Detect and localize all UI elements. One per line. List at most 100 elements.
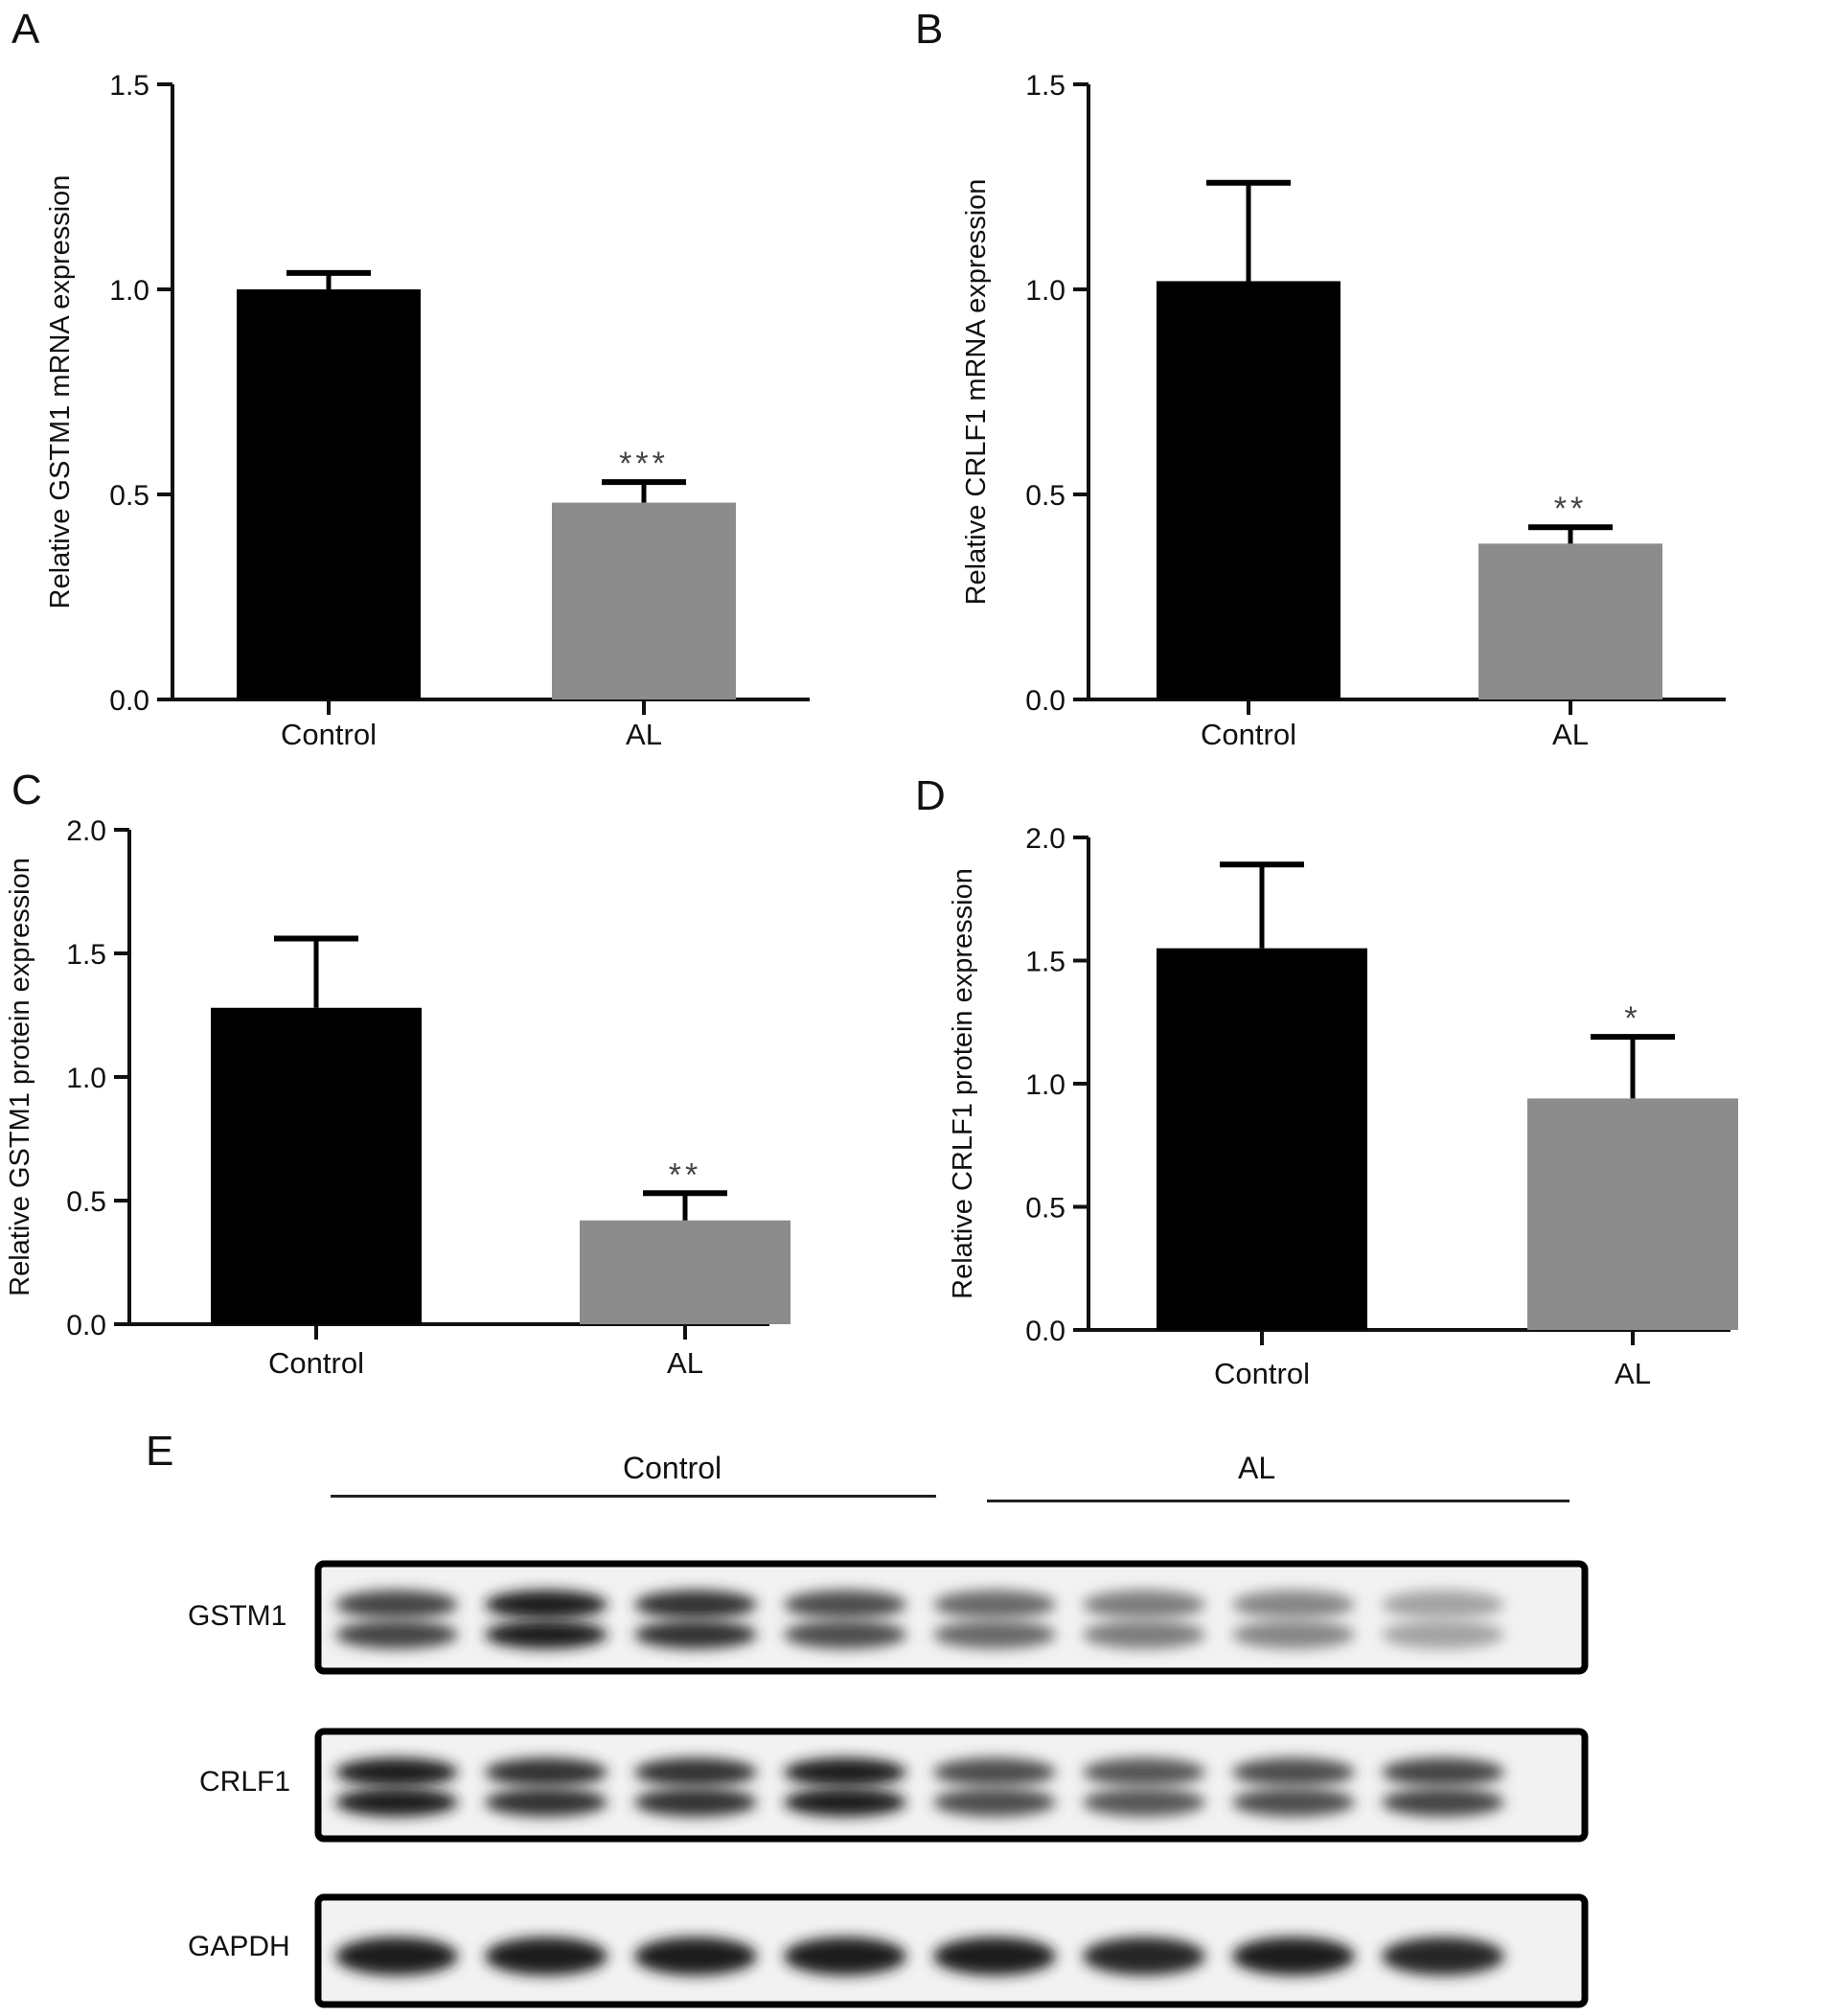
y-axis-label: Relative GSTM1 mRNA expression: [45, 175, 76, 609]
blot-band: [485, 1936, 607, 1976]
chart-a-gstm1-mrna: 0.0 0.5 1.0 1.5 Relative GSTM1 mRNA expressi…: [45, 70, 810, 751]
category-label-control: Control: [1201, 718, 1296, 751]
blot-band-lower: [634, 1619, 757, 1649]
blot-membrane: [318, 1564, 1585, 1671]
y-tick-label: 0.5: [1025, 480, 1065, 512]
blot-band-upper: [485, 1757, 607, 1787]
blot-row-gapdh: [314, 1893, 1589, 2008]
blot-band-upper: [784, 1757, 906, 1787]
blot-band: [1382, 1936, 1504, 1976]
y-tick-label: 0.0: [1025, 685, 1065, 717]
chart-b-crlf1-mrna: 0.0 0.5 1.0 1.5 Relative CRLF1 mRNA expressi…: [961, 70, 1726, 751]
y-tick-label: 1.0: [1025, 1069, 1065, 1101]
category-label-al: AL: [626, 718, 662, 751]
panel-letter-a: A: [11, 6, 40, 53]
y-tick-label: 1.0: [109, 275, 149, 307]
category-label-al: AL: [1552, 718, 1589, 751]
blot-frame: [314, 1728, 1589, 1843]
panel-letter-b: B: [915, 6, 944, 53]
category-label-al: AL: [667, 1346, 703, 1380]
blot-band-upper: [1232, 1757, 1355, 1787]
chart-d-crlf1-protein: 0.0 0.5 1.0 1.5 2.0 Relative CRLF1 protein ex…: [948, 823, 1738, 1390]
bar-control: [237, 289, 421, 699]
panel-letter-e: E: [146, 1428, 174, 1475]
blot-row-label-gstm1: GSTM1: [188, 1600, 287, 1632]
blot-band: [1232, 1936, 1355, 1976]
blot-membrane: [318, 1731, 1585, 1839]
y-tick-label: 1.0: [1025, 275, 1065, 307]
blot-band-lower: [784, 1619, 906, 1649]
bar-control: [211, 1007, 422, 1324]
blot-band-lower: [335, 1787, 458, 1817]
blot-band-upper: [1083, 1757, 1205, 1787]
y-tick-label: 0.0: [66, 1310, 106, 1341]
blot-band-upper: [784, 1590, 906, 1619]
y-tick-label: 0.5: [66, 1186, 106, 1218]
y-tick-label: 0.5: [1025, 1193, 1065, 1225]
y-tick-label: 1.5: [1025, 70, 1065, 102]
blot-band-lower: [1232, 1787, 1355, 1817]
blot-band-upper: [335, 1757, 458, 1787]
blot-band-upper: [1232, 1590, 1355, 1619]
bar-al: [1527, 1098, 1738, 1330]
blot-band-upper: [485, 1590, 607, 1619]
y-tick-label: 0.5: [109, 480, 149, 512]
y-tick-label: 1.5: [1025, 947, 1065, 978]
y-axis-label: Relative CRLF1 mRNA expression: [961, 179, 992, 606]
chart-c-gstm1-protein: 0.0 0.5 1.0 1.5 2.0 Relative GSTM1 protein ex…: [5, 815, 790, 1380]
blot-band-upper: [933, 1590, 1056, 1619]
blot-band: [784, 1936, 906, 1976]
blot-band-lower: [933, 1787, 1056, 1817]
bar-control: [1157, 281, 1340, 699]
y-axis-label: Relative GSTM1 protein expression: [5, 858, 35, 1296]
y-axis-label: Relative CRLF1 protein expression: [948, 868, 978, 1299]
blot-band-upper: [634, 1590, 757, 1619]
blot-band-lower: [933, 1619, 1056, 1649]
category-label-control: Control: [1214, 1357, 1310, 1390]
y-tick-label: 1.0: [66, 1063, 106, 1094]
blot-band-lower: [1382, 1787, 1504, 1817]
blot-group-line-control: [331, 1495, 936, 1498]
bar-al: [580, 1220, 790, 1324]
blot-band-upper: [1382, 1590, 1504, 1619]
blot-band: [634, 1936, 757, 1976]
significance-label: *: [1624, 1000, 1640, 1037]
significance-label: **: [669, 1157, 701, 1193]
blot-band-lower: [1232, 1619, 1355, 1649]
bar-control: [1157, 948, 1367, 1330]
blot-frame: [314, 1893, 1589, 2008]
panel-letter-c: C: [11, 767, 42, 813]
blot-band-lower: [784, 1787, 906, 1817]
bar-al: [552, 502, 736, 699]
blot-band: [933, 1936, 1056, 1976]
blot-band-upper: [1382, 1757, 1504, 1787]
significance-label: **: [1554, 491, 1587, 527]
y-tick-label: 2.0: [66, 815, 106, 847]
blot-band-lower: [485, 1619, 607, 1649]
y-tick-label: 0.0: [1025, 1316, 1065, 1347]
blot-band-lower: [1083, 1787, 1205, 1817]
blot-group-label-al: AL: [1238, 1451, 1276, 1485]
blot-band-upper: [933, 1757, 1056, 1787]
blot-frame: [314, 1560, 1589, 1675]
blot-band-upper: [335, 1590, 458, 1619]
blot-band-lower: [1382, 1619, 1504, 1649]
blot-group-line-al: [987, 1500, 1570, 1502]
blot-band-lower: [1083, 1619, 1205, 1649]
significance-label: ***: [619, 446, 669, 482]
blot-band-upper: [1083, 1590, 1205, 1619]
blot-band: [335, 1936, 458, 1976]
western-blot: [314, 1560, 1589, 2008]
blot-band-lower: [634, 1787, 757, 1817]
blot-row-crlf1: [314, 1728, 1589, 1843]
blot-row-gstm1: [314, 1560, 1589, 1675]
y-tick-label: 1.5: [66, 939, 106, 971]
blot-row-label-crlf1: CRLF1: [199, 1766, 291, 1798]
blot-band-lower: [485, 1787, 607, 1817]
category-label-control: Control: [268, 1346, 364, 1380]
blot-row-label-gapdh: GAPDH: [188, 1931, 290, 1962]
category-label-control: Control: [281, 718, 377, 751]
blot-band-lower: [335, 1619, 458, 1649]
blot-group-label-control: Control: [623, 1451, 722, 1485]
category-label-al: AL: [1615, 1357, 1651, 1390]
